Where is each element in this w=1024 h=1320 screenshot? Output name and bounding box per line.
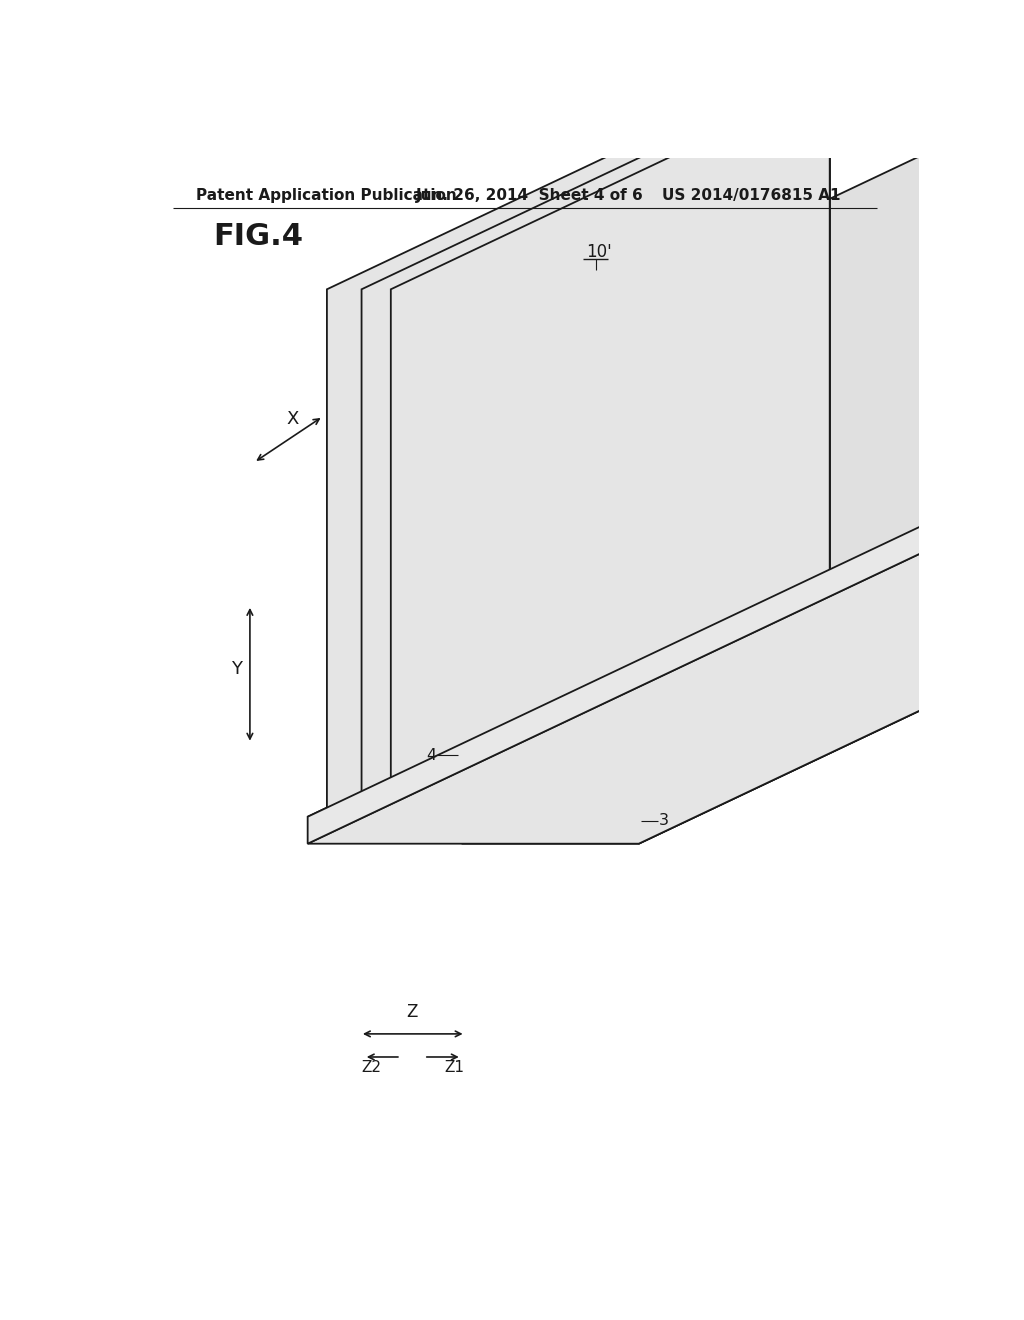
Text: 3: 3 xyxy=(658,813,669,828)
Polygon shape xyxy=(391,82,829,817)
Text: FIG.4: FIG.4 xyxy=(214,223,304,251)
Polygon shape xyxy=(373,609,829,817)
Text: Z1: Z1 xyxy=(444,1060,464,1076)
Polygon shape xyxy=(746,82,766,609)
Polygon shape xyxy=(812,82,829,609)
Polygon shape xyxy=(462,498,1024,843)
Text: Z2: Z2 xyxy=(361,1060,382,1076)
Polygon shape xyxy=(307,82,1024,843)
Polygon shape xyxy=(327,82,766,817)
Polygon shape xyxy=(342,609,801,817)
Polygon shape xyxy=(781,82,801,609)
Polygon shape xyxy=(639,0,1024,843)
Polygon shape xyxy=(361,82,801,817)
Text: Y: Y xyxy=(230,660,242,678)
Polygon shape xyxy=(307,54,1024,843)
Text: Z: Z xyxy=(407,1003,418,1020)
Polygon shape xyxy=(307,609,766,817)
Text: US 2014/0176815 A1: US 2014/0176815 A1 xyxy=(662,187,841,203)
Text: Jun. 26, 2014  Sheet 4 of 6: Jun. 26, 2014 Sheet 4 of 6 xyxy=(416,187,643,203)
Text: X: X xyxy=(286,411,298,428)
Text: Patent Application Publication: Patent Application Publication xyxy=(196,187,457,203)
Text: 4: 4 xyxy=(426,747,436,763)
Text: 10': 10' xyxy=(587,243,612,261)
